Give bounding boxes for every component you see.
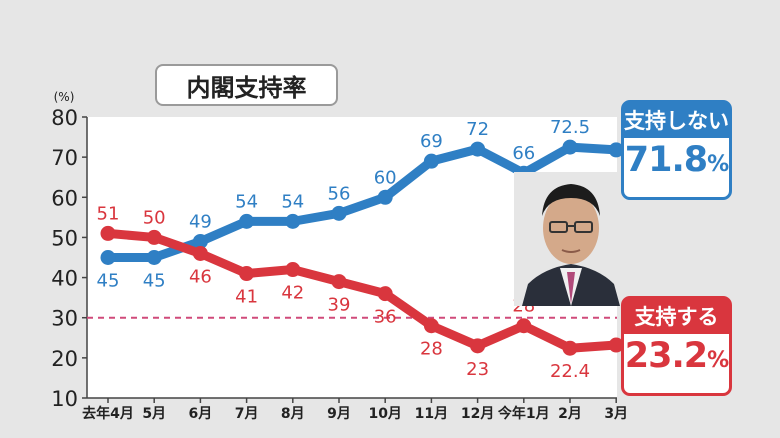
nonsupport-callout-value: 71.8% [624, 140, 729, 180]
y-tick-label: 30 [51, 307, 78, 331]
x-tick-label: 10月 [368, 406, 401, 422]
y-tick-label: 40 [51, 267, 78, 291]
data-point [423, 153, 439, 169]
data-point [470, 141, 486, 157]
x-tick-label: 11月 [415, 406, 448, 422]
data-label: 54 [235, 191, 258, 212]
y-tick-label: 60 [51, 186, 78, 210]
data-point [608, 142, 624, 158]
data-label: 66 [512, 143, 535, 164]
data-label: 28 [420, 339, 443, 360]
data-label: 60 [374, 167, 397, 188]
support-callout: 支持する 23.2% [621, 296, 732, 396]
data-point [331, 274, 347, 290]
data-point [285, 262, 301, 278]
data-point [423, 318, 439, 334]
support-callout-label: 支持する [624, 299, 729, 334]
y-tick-label: 80 [51, 106, 78, 130]
data-point [146, 250, 162, 265]
x-tick-label: 5月 [142, 406, 166, 422]
data-label: 41 [235, 287, 258, 308]
x-tick-label: 9月 [327, 406, 351, 422]
chart-title: 内閣支持率 [155, 64, 338, 106]
data-point [562, 139, 578, 155]
axes: 10 20 30 40 50 60 70 80 (%) 去年4月 5月 6月 7月 8月 9月 10月 11月 1… [51, 90, 628, 422]
data-point [100, 225, 116, 241]
data-point [377, 189, 393, 205]
x-tick-label: 2月 [558, 406, 582, 422]
y-tick-label: 70 [51, 146, 78, 170]
data-point [562, 340, 578, 356]
data-label: 45 [143, 271, 166, 292]
data-label: 56 [328, 183, 351, 204]
data-point [470, 338, 486, 354]
data-label: 23 [466, 359, 489, 380]
data-point [239, 213, 255, 229]
support-callout-value: 23.2% [624, 336, 729, 376]
x-tick-label: 去年4月 [82, 405, 134, 422]
data-point [516, 318, 532, 334]
nonsupport-callout-label: 支持しない [624, 103, 729, 138]
person-portrait-icon [514, 172, 628, 306]
y-tick-label: 50 [51, 226, 78, 250]
x-tick-label: 6月 [189, 406, 213, 422]
x-tick-label: 12月 [461, 406, 494, 422]
data-label: 69 [420, 131, 443, 152]
data-point [192, 233, 208, 249]
data-point [285, 213, 301, 229]
data-label: 54 [281, 191, 304, 212]
data-label: 36 [374, 307, 397, 328]
data-label: 45 [97, 271, 120, 292]
y-tick-label: 10 [51, 387, 78, 411]
data-point [192, 245, 208, 261]
data-point [608, 337, 624, 353]
data-label: 49 [189, 211, 212, 232]
x-tick-label: 3月 [604, 406, 628, 422]
data-label: 39 [328, 295, 351, 316]
data-point [331, 205, 347, 221]
y-unit-label: (%) [54, 90, 75, 104]
data-point [377, 286, 393, 302]
data-label: 50 [143, 207, 166, 228]
series-line-nonsupport [103, 142, 621, 262]
data-label: 22.4 [550, 361, 590, 382]
data-label: 72 [466, 119, 489, 140]
x-tick-label: 7月 [235, 406, 259, 422]
data-label: 46 [189, 266, 212, 287]
x-tick-label: 8月 [281, 406, 305, 422]
y-tick-label: 20 [51, 347, 78, 371]
chart-marks: 45 45 49 54 54 56 60 69 72 66 72.5 51 50 46 41 42 39 36 28… [87, 117, 624, 382]
data-label: 51 [97, 203, 120, 224]
data-point [239, 266, 255, 282]
nonsupport-callout: 支持しない 71.8% [621, 100, 732, 200]
data-label: 72.5 [550, 117, 590, 138]
x-tick-label: 今年1月 [497, 405, 550, 422]
data-point [100, 250, 116, 265]
data-label: 42 [281, 283, 304, 304]
data-point [146, 229, 162, 245]
series-line-support [103, 228, 621, 353]
